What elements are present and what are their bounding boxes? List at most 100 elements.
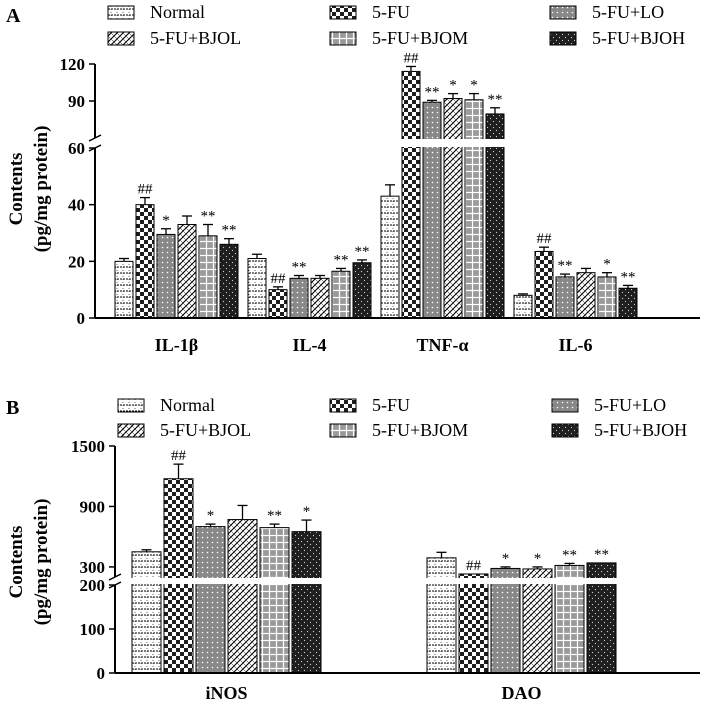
bar-il-1-5-fu-bjom bbox=[198, 235, 218, 319]
bar-il-6-5-fu-lo bbox=[555, 276, 575, 319]
legend-swatch-5-fu-bjol bbox=[107, 31, 135, 46]
legend-label-5-fu-bjom: 5-FU+BJOM bbox=[372, 420, 468, 440]
y-tick-label-300: 300 bbox=[80, 558, 106, 577]
legend-swatch-5-fu bbox=[329, 398, 357, 413]
bar-il-1-5-fu-lo bbox=[156, 233, 176, 319]
bar-inos-5-fu-bjol bbox=[227, 519, 258, 674]
y-tick-label-20: 20 bbox=[68, 252, 85, 271]
y-tick-label-90: 90 bbox=[68, 92, 85, 111]
y-tick-label-1500: 1500 bbox=[71, 437, 105, 456]
bar-dao-5-fu-bjol bbox=[522, 568, 553, 674]
axis-break-mark-upper bbox=[108, 573, 122, 581]
legend-label-5-fu: 5-FU bbox=[372, 395, 410, 415]
x-tick-label-inos: iNOS bbox=[205, 683, 247, 703]
y-tick-label-900: 900 bbox=[80, 497, 106, 516]
sig-mark-tnf-5-fu-bjoh: ** bbox=[488, 92, 503, 108]
legend-swatch-5-fu-lo bbox=[549, 5, 577, 20]
bar-il-6-5-fu bbox=[534, 250, 554, 319]
axis-break-mark-upper bbox=[88, 134, 102, 142]
sig-mark-il-6-5-fu-bjoh: ** bbox=[621, 269, 636, 285]
x-tick-label-il-6: IL-6 bbox=[558, 335, 592, 355]
sig-mark-tnf-5-fu: ## bbox=[404, 50, 420, 66]
legend-swatch-5-fu-bjom bbox=[329, 423, 357, 438]
bar-il-1-normal bbox=[114, 260, 134, 319]
bar-tnf-5-fu bbox=[401, 70, 421, 319]
bar-il-4-5-fu bbox=[268, 289, 288, 319]
sig-mark-tnf-5-fu-bjom: * bbox=[470, 78, 478, 94]
legend-label-5-fu: 5-FU bbox=[372, 2, 410, 22]
legend-label-5-fu-bjol: 5-FU+BJOL bbox=[150, 28, 241, 48]
bar-dao-5-fu bbox=[458, 573, 489, 674]
bar-il-4-5-fu-bjom bbox=[331, 270, 351, 319]
legend-label-5-fu-bjoh: 5-FU+BJOH bbox=[592, 28, 685, 48]
sig-mark-dao-5-fu-bjol: * bbox=[534, 551, 542, 567]
bar-inos-5-fu-lo bbox=[195, 526, 226, 674]
legend-swatch-normal bbox=[107, 5, 135, 20]
bar-inos-5-fu bbox=[163, 478, 194, 674]
sig-mark-il-4-5-fu-bjom: ** bbox=[334, 252, 349, 268]
bar-il-1-5-fu-bjol bbox=[177, 224, 197, 319]
x-tick-label-il-4: IL-4 bbox=[292, 335, 326, 355]
panel-b-ylabel: Contents (pg/mg protein) bbox=[6, 499, 52, 626]
y-tick-label-60: 60 bbox=[68, 139, 85, 158]
sig-mark-il-1-5-fu-lo: * bbox=[162, 213, 170, 229]
sig-mark-dao-5-fu-lo: * bbox=[502, 551, 510, 567]
sig-mark-dao-5-fu-bjom: ** bbox=[562, 547, 577, 563]
panel-a-legend: Normal 5-FU 5-FU+LO 5-FU+BJOL 5-FU+BJOM 5-FU+… bbox=[107, 2, 685, 48]
bar-il-4-5-fu-lo bbox=[289, 277, 309, 319]
legend-swatch-5-fu bbox=[329, 5, 357, 20]
legend-label-5-fu-lo: 5-FU+LO bbox=[594, 395, 666, 415]
sig-mark-il-4-5-fu-lo: ** bbox=[292, 260, 307, 276]
y-tick-label-0: 0 bbox=[77, 309, 86, 328]
legend-label-5-fu-bjoh: 5-FU+BJOH bbox=[594, 420, 687, 440]
panel-a-plot: ##* ****IL-1β##** ****IL-4##** * ***TNF-α##*… bbox=[60, 50, 702, 355]
panel-b-label: B bbox=[6, 397, 19, 419]
bar-inos-5-fu-bjom bbox=[259, 527, 290, 674]
sig-mark-dao-5-fu: ## bbox=[466, 558, 482, 574]
sig-mark-inos-5-fu-bjoh: * bbox=[303, 504, 311, 520]
y-tick-label-120: 120 bbox=[60, 55, 86, 74]
panel-b: B Normal 5-FU 5-FU+LO 5-FU+BJOL 5-FU+BJOM 5-F… bbox=[6, 395, 702, 703]
bar-il-1-5-fu-bjoh bbox=[219, 243, 239, 319]
legend-label-5-fu-bjom: 5-FU+BJOM bbox=[372, 28, 468, 48]
legend-label-normal: Normal bbox=[160, 395, 215, 415]
legend-swatch-5-fu-lo bbox=[551, 398, 579, 413]
legend-swatch-5-fu-bjoh bbox=[549, 31, 577, 46]
panel-a-label: A bbox=[6, 5, 21, 27]
bar-tnf-5-fu-bjol bbox=[443, 98, 463, 319]
panel-b-ylabel-line2: (pg/mg protein) bbox=[31, 499, 52, 626]
legend-swatch-5-fu-bjom bbox=[329, 31, 357, 46]
x-tick-label-dao: DAO bbox=[502, 683, 542, 703]
sig-mark-inos-5-fu-bjom: ** bbox=[267, 508, 282, 524]
bar-il-6-5-fu-bjom bbox=[597, 276, 617, 319]
sig-mark-tnf-5-fu-lo: ** bbox=[425, 84, 440, 100]
bar-il-4-5-fu-bjoh bbox=[352, 262, 372, 319]
bar-dao-normal bbox=[426, 557, 457, 674]
legend-label-normal: Normal bbox=[150, 2, 205, 22]
bar-dao-5-fu-lo bbox=[490, 567, 521, 674]
legend-swatch-5-fu-bjol bbox=[117, 423, 145, 438]
bar-tnf-normal bbox=[380, 195, 400, 319]
y-tick-label-100: 100 bbox=[80, 620, 106, 639]
y-tick-label-0: 0 bbox=[97, 664, 106, 683]
bar-inos-normal bbox=[131, 551, 162, 674]
bar-il-4-normal bbox=[247, 258, 267, 319]
panel-b-ylabel-line1: Contents bbox=[6, 526, 27, 599]
bar-il-6-5-fu-bjol bbox=[576, 272, 596, 319]
bar-il-6-5-fu-bjoh bbox=[618, 287, 638, 319]
y-tick-label-40: 40 bbox=[68, 196, 85, 215]
sig-mark-dao-5-fu-bjoh: ** bbox=[594, 547, 609, 563]
sig-mark-il-6-5-fu-lo: ** bbox=[558, 258, 573, 274]
legend-swatch-normal bbox=[117, 398, 145, 413]
x-tick-label-tnf: TNF-α bbox=[416, 335, 468, 355]
panel-a: A Normal 5-FU 5-FU+LO 5-FU+BJOL 5-FU+BJOM 5-F… bbox=[6, 2, 702, 355]
sig-mark-il-4-5-fu: ## bbox=[271, 271, 287, 287]
bar-tnf-5-fu-lo bbox=[422, 101, 442, 319]
sig-mark-tnf-5-fu-bjol: * bbox=[449, 78, 457, 94]
sig-mark-il-6-5-fu: ## bbox=[537, 231, 553, 247]
axis-break-gap bbox=[93, 139, 702, 147]
sig-mark-inos-5-fu: ## bbox=[171, 448, 187, 464]
sig-mark-il-1-5-fu: ## bbox=[138, 182, 154, 198]
